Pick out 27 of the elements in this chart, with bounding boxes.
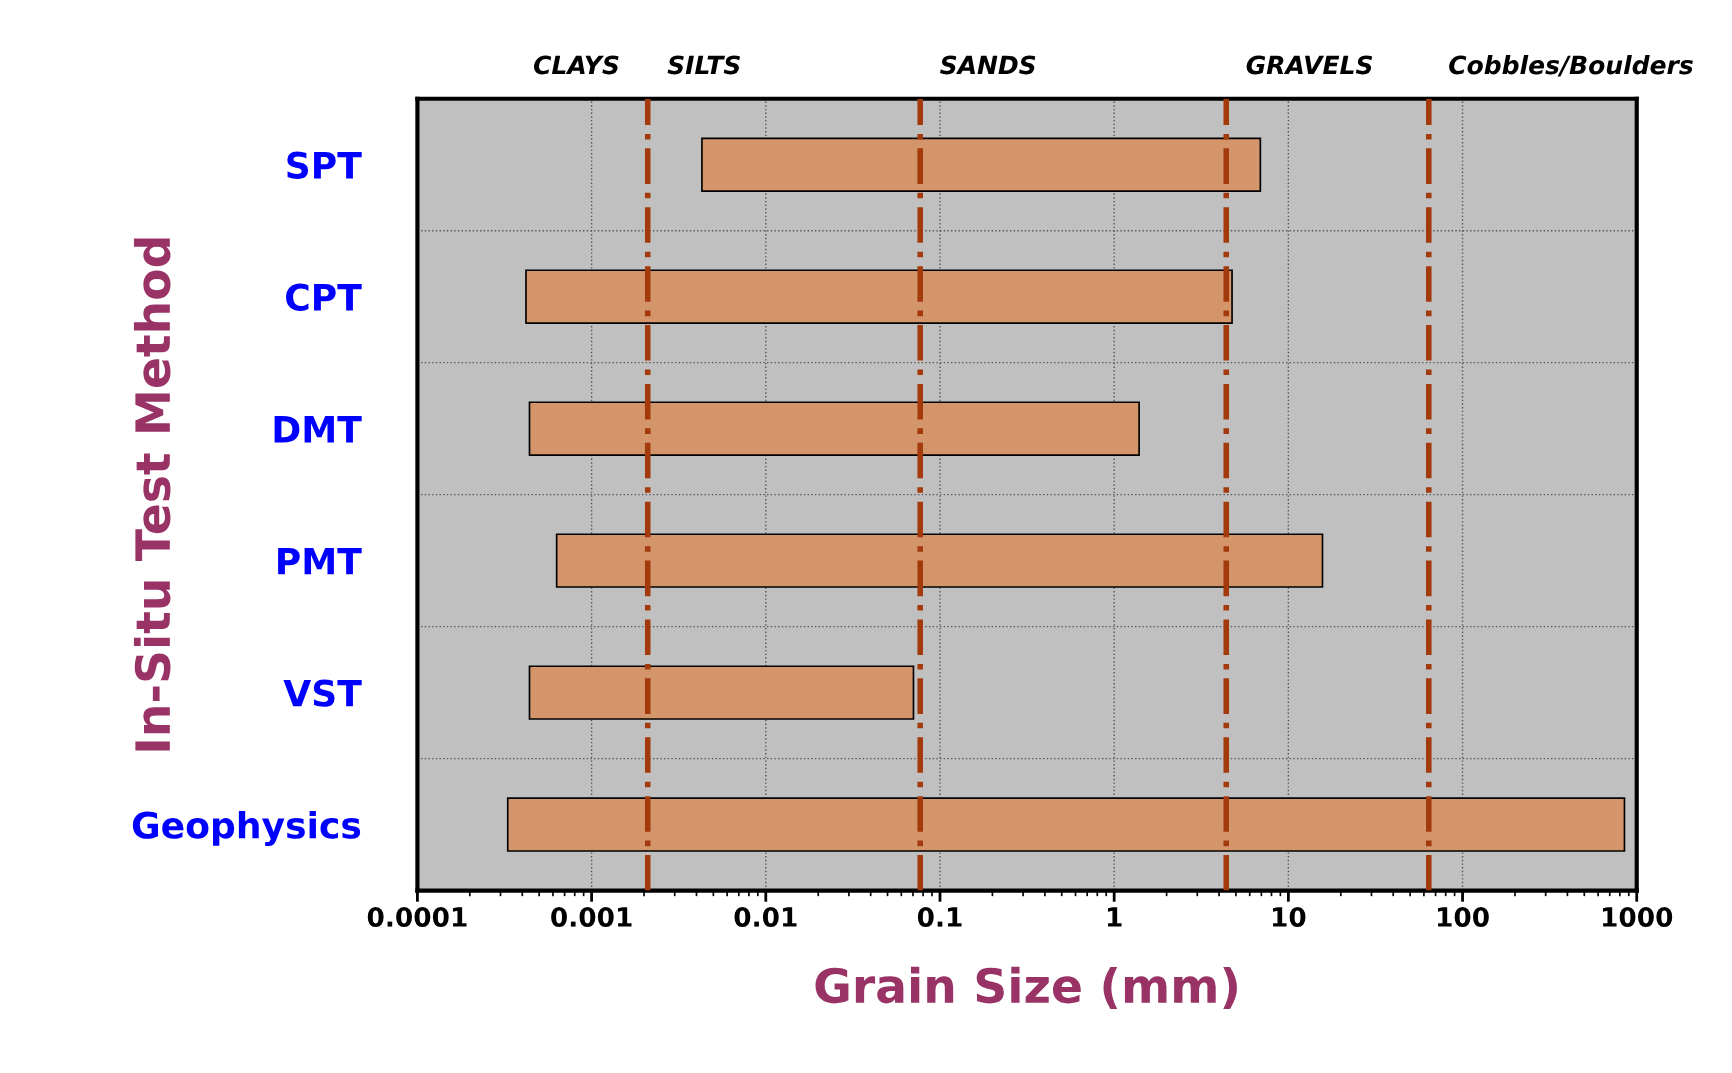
- y-axis-title: In-Situ Test Method: [133, 238, 171, 751]
- bar: [528, 401, 1140, 456]
- y-tick-label: CPT: [286, 283, 362, 311]
- bar: [555, 533, 1324, 588]
- x-tick-label: 0.1: [917, 907, 962, 927]
- x-tick-label: 0.001: [551, 907, 632, 927]
- bar: [701, 137, 1262, 192]
- x-tick-label: 0.0001: [367, 907, 467, 927]
- y-tick-label: VST: [283, 679, 362, 707]
- text: GRAVELS: [1246, 55, 1373, 75]
- x-tick-label: 10: [1272, 907, 1306, 927]
- bar: [528, 665, 915, 720]
- text: Cobbles/Boulders: [1449, 55, 1693, 77]
- text: CLAYS: [534, 55, 619, 75]
- x-tick-label: 1: [1107, 907, 1122, 927]
- y-tick-label: SPT: [287, 151, 362, 179]
- y-tick-label: DMT: [274, 416, 362, 443]
- x-axis-title: Grain Size (mm): [815, 966, 1237, 1009]
- x-tick-label: 0.01: [734, 907, 797, 927]
- x-tick-label: 100: [1437, 907, 1489, 927]
- y-tick-label: Geophysics: [132, 810, 361, 847]
- text: SILTS: [667, 55, 740, 75]
- bar: [525, 269, 1233, 324]
- text: SANDS: [940, 55, 1036, 75]
- x-tick-label: 1000: [1603, 907, 1673, 927]
- y-tick-label: PMT: [278, 548, 362, 575]
- bar: [506, 797, 1626, 852]
